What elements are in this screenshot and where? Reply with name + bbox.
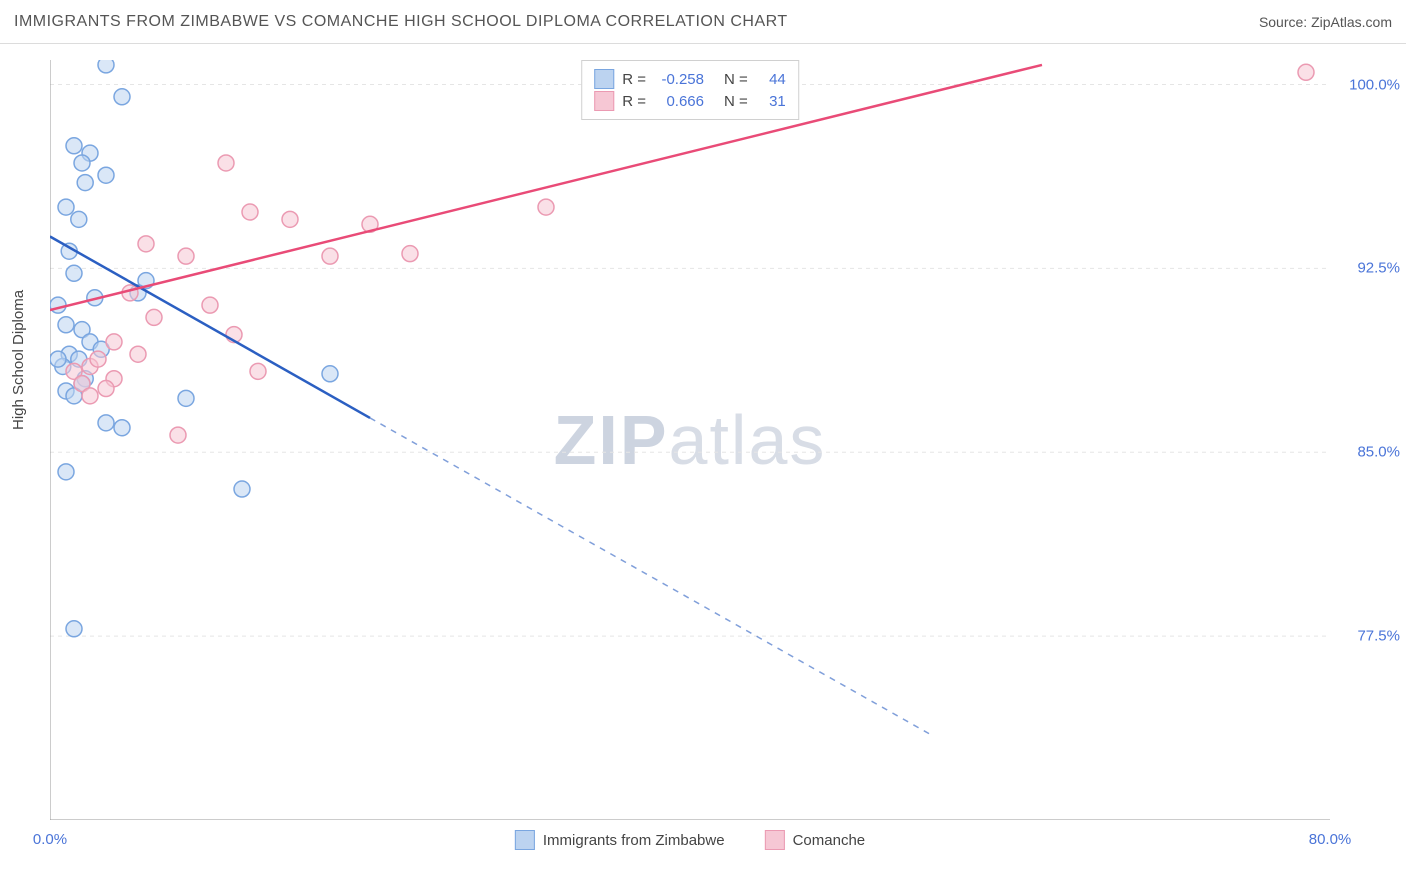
n-value: 31 bbox=[756, 93, 786, 110]
x-tick-label: 0.0% bbox=[33, 831, 67, 848]
legend-swatch bbox=[594, 69, 614, 89]
legend-item: Immigrants from Zimbabwe bbox=[515, 830, 725, 850]
x-tick-label: 80.0% bbox=[1309, 831, 1352, 848]
chart-title: IMMIGRANTS FROM ZIMBABWE VS COMANCHE HIG… bbox=[14, 13, 788, 31]
legend-swatch bbox=[594, 91, 614, 111]
legend-swatch bbox=[515, 830, 535, 850]
y-tick-label: 92.5% bbox=[1340, 260, 1400, 277]
y-tick-label: 77.5% bbox=[1340, 628, 1400, 645]
chart-source: Source: ZipAtlas.com bbox=[1259, 14, 1392, 30]
series-legend: Immigrants from Zimbabwe Comanche bbox=[515, 830, 865, 850]
n-value: 44 bbox=[756, 71, 786, 88]
correlation-legend: R = -0.258 N = 44 R = 0.666 N = 31 bbox=[581, 60, 799, 120]
legend-swatch bbox=[765, 830, 785, 850]
legend-label: Comanche bbox=[793, 832, 866, 849]
chart-svg bbox=[50, 60, 1330, 820]
y-tick-label: 85.0% bbox=[1340, 444, 1400, 461]
chart-header: IMMIGRANTS FROM ZIMBABWE VS COMANCHE HIG… bbox=[0, 0, 1406, 44]
r-value: -0.258 bbox=[654, 71, 704, 88]
y-tick-label: 100.0% bbox=[1340, 76, 1400, 93]
legend-row: R = -0.258 N = 44 bbox=[594, 69, 786, 89]
legend-label: Immigrants from Zimbabwe bbox=[543, 832, 725, 849]
legend-row: R = 0.666 N = 31 bbox=[594, 91, 786, 111]
y-axis-label: High School Diploma bbox=[10, 290, 27, 430]
legend-item: Comanche bbox=[765, 830, 866, 850]
r-value: 0.666 bbox=[654, 93, 704, 110]
chart-plot-area: ZIPatlas R = -0.258 N = 44 R = 0.666 N =… bbox=[50, 60, 1330, 820]
